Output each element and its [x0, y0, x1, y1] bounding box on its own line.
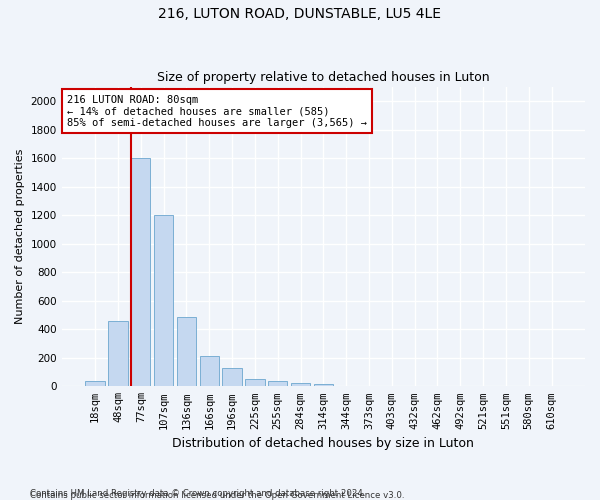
Bar	[177, 317, 196, 386]
Bar	[131, 158, 151, 386]
Text: 216 LUTON ROAD: 80sqm
← 14% of detached houses are smaller (585)
85% of semi-det: 216 LUTON ROAD: 80sqm ← 14% of detached …	[67, 94, 367, 128]
Text: 216, LUTON ROAD, DUNSTABLE, LU5 4LE: 216, LUTON ROAD, DUNSTABLE, LU5 4LE	[158, 8, 442, 22]
Bar	[268, 380, 287, 386]
Bar	[291, 382, 310, 386]
Bar	[223, 368, 242, 386]
Title: Size of property relative to detached houses in Luton: Size of property relative to detached ho…	[157, 72, 490, 85]
Bar	[314, 384, 333, 386]
Bar	[85, 382, 105, 386]
X-axis label: Distribution of detached houses by size in Luton: Distribution of detached houses by size …	[172, 437, 474, 450]
Bar	[108, 321, 128, 386]
Text: Contains HM Land Registry data © Crown copyright and database right 2024.: Contains HM Land Registry data © Crown c…	[30, 488, 365, 498]
Text: Contains public sector information licensed under the Open Government Licence v3: Contains public sector information licen…	[30, 491, 404, 500]
Bar	[154, 216, 173, 386]
Y-axis label: Number of detached properties: Number of detached properties	[15, 149, 25, 324]
Bar	[200, 356, 219, 386]
Bar	[245, 379, 265, 386]
